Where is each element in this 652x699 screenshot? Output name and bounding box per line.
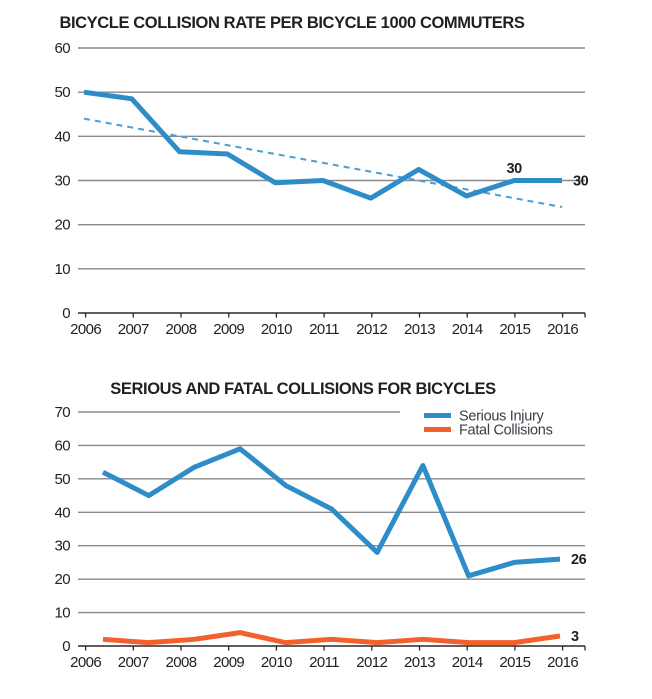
x-tick-label: 2011	[309, 654, 339, 671]
y-tick-label: 10	[55, 605, 71, 622]
y-tick-label: 20	[55, 217, 71, 234]
x-tick-label: 2011	[309, 321, 339, 338]
y-tick-label: 40	[55, 128, 71, 145]
x-tick-label: 2007	[118, 654, 149, 671]
data-label: 3	[571, 629, 579, 645]
x-tick-label: 2013	[404, 321, 435, 338]
x-tick-label: 2012	[356, 654, 387, 671]
data-label: 26	[571, 552, 587, 568]
x-tick-label: 2016	[547, 321, 578, 338]
data-label: 30	[573, 173, 589, 189]
x-tick-label: 2014	[452, 321, 483, 338]
series-line-serious-injury	[101, 446, 561, 579]
x-tick-label: 2006	[70, 321, 101, 338]
x-tick-label: 2012	[356, 321, 387, 338]
y-tick-label: 50	[55, 471, 71, 488]
top-chart-plot: 0 10 20 30 40 50 60 2006 2007 2008 2009 2010 2011 201…	[55, 40, 590, 338]
bottom-chart-title: SERIOUS AND FATAL COLLISIONS FOR BICYCLE…	[110, 380, 496, 398]
y-tick-label: 70	[55, 404, 71, 421]
x-tick-label: 2006	[70, 654, 101, 671]
data-label: 30	[507, 161, 523, 177]
y-tick-label: 30	[55, 538, 71, 555]
legend-label-fatal-collisions: Fatal Collisions	[459, 423, 553, 439]
legend: Serious Injury Fatal Collisions	[424, 409, 553, 439]
x-tick-label: 2010	[261, 321, 292, 338]
bottom-chart-plot: 0 10 20 30 40 50 60 70 2006 2007 2008 2009 2010 2011 2…	[55, 404, 588, 671]
x-tick-label: 2008	[166, 654, 197, 671]
x-tick-label: 2009	[213, 321, 244, 338]
x-tick-label: 2016	[547, 654, 578, 671]
y-tick-label: 30	[55, 172, 71, 189]
y-tick-label: 0	[62, 638, 70, 655]
x-tick-label: 2009	[213, 654, 244, 671]
y-tick-label: 0	[62, 305, 70, 322]
series-line-fatal-collisions	[102, 630, 561, 646]
y-tick-label: 20	[55, 571, 71, 588]
x-tick-label: 2008	[166, 321, 197, 338]
x-tick-label: 2015	[499, 654, 530, 671]
x-tick-label: 2013	[404, 654, 435, 671]
y-tick-label: 60	[55, 40, 71, 57]
x-tick-label: 2015	[499, 321, 530, 338]
x-tick-label: 2010	[261, 654, 292, 671]
y-tick-label: 40	[55, 504, 71, 521]
y-tick-label: 10	[55, 261, 71, 278]
top-chart-title: BICYCLE COLLISION RATE PER BICYCLE 1000 …	[59, 14, 524, 32]
x-tick-label: 2014	[452, 654, 483, 671]
trendline	[83, 117, 563, 208]
x-tick-label: 2007	[118, 321, 149, 338]
y-tick-label: 60	[55, 437, 71, 454]
legend-label-serious-injury: Serious Injury	[459, 409, 544, 425]
series-line-collision-rate	[83, 89, 562, 201]
y-tick-label: 50	[55, 84, 71, 101]
